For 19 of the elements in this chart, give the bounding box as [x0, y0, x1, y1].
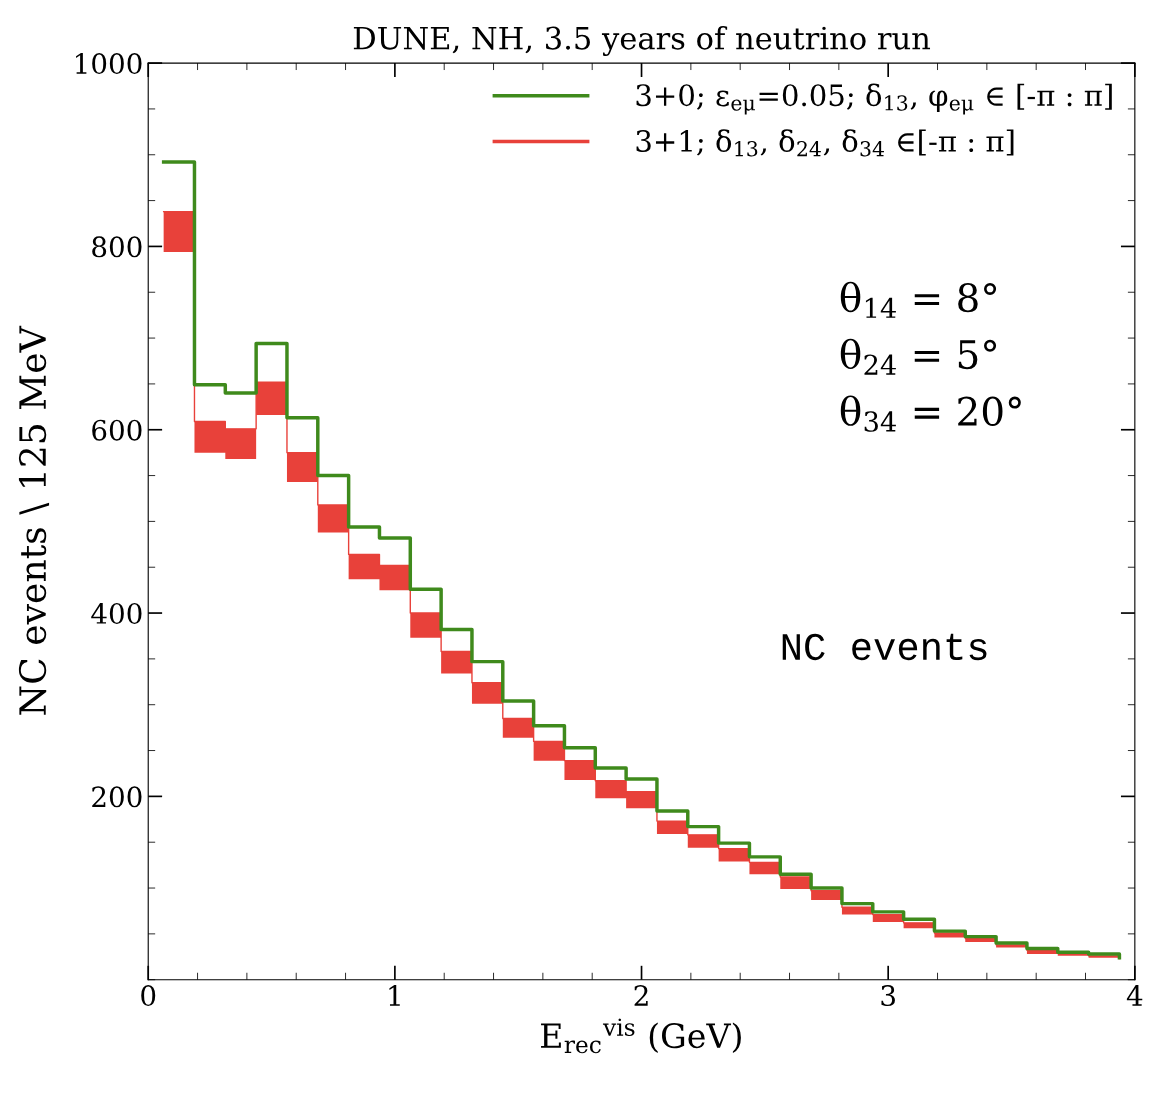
- legend-label: 3+0; ε$_{eμ}$=0.05; δ$_{13}$, φ$_{eμ}$ ∈ [-π : π]: [636, 83, 1112, 115]
- y-axis-title: NC events \ 125 MeV: [18, 325, 50, 715]
- annotation: θ$_{14}$ = 8°: [840, 281, 997, 318]
- annotation: θ$_{34}$ = 20°: [840, 395, 1021, 432]
- y-tick-label: 800: [92, 236, 142, 258]
- y-tick-label: 200: [92, 786, 142, 808]
- chart-title: DUNE, NH, 3.5 years of neutrino run: [353, 25, 931, 56]
- x-tick-label: 1: [389, 985, 400, 1006]
- x-tick-label: 4: [1126, 985, 1143, 1006]
- legend-label: 3+1; δ$_{13}$, δ$_{24}$, δ$_{34}$ ∈[-π : π]: [636, 129, 1014, 157]
- y-tick-label: 1000: [76, 53, 142, 75]
- y-tick-label: 400: [91, 602, 142, 624]
- annotation: θ$_{24}$ = 5°: [840, 338, 997, 375]
- x-axis-title: E$_{rec}$$^{vis}$ (GeV): [541, 1018, 741, 1054]
- y-tick-label: 600: [92, 419, 142, 441]
- x-tick-label: 0: [141, 985, 156, 1007]
- annotation: NC events: [782, 633, 987, 661]
- x-tick-label: 2: [634, 985, 648, 1006]
- x-tick-label: 3: [881, 985, 895, 1007]
